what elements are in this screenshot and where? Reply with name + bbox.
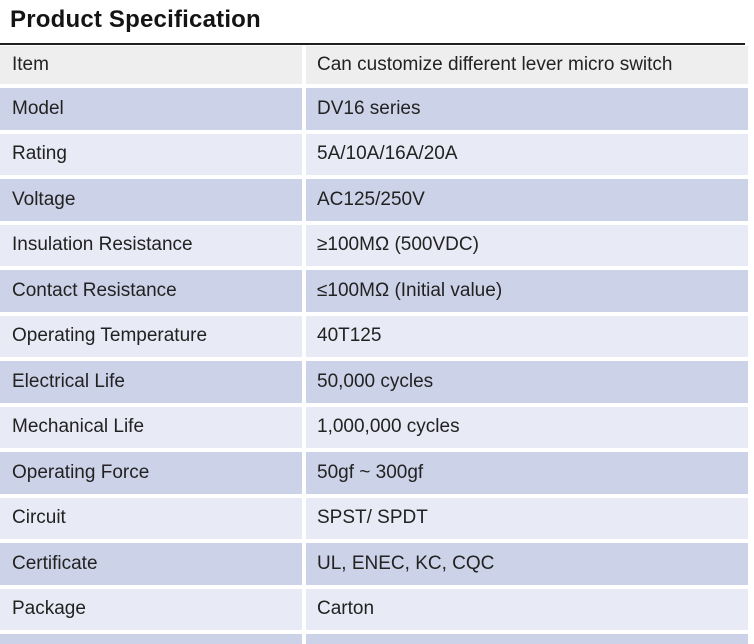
table-row: Rating 5A/10A/16A/20A	[0, 133, 748, 175]
spec-label: Operating Force	[0, 452, 302, 494]
table-row: Circuit SPST/ SPDT	[0, 497, 748, 539]
spec-label: Item	[0, 46, 302, 84]
table-row-cutoff	[0, 634, 748, 644]
spec-label: Operating Temperature	[0, 315, 302, 357]
spec-value: 50,000 cycles	[306, 361, 748, 403]
spec-value: 50gf ~ 300gf	[306, 452, 748, 494]
page-title: Product Specification	[10, 6, 261, 33]
spec-value: UL, ENEC, KC, CQC	[306, 543, 748, 585]
spec-label: Insulation Resistance	[0, 224, 302, 266]
spec-value: ≥100MΩ (500VDC)	[306, 224, 748, 266]
table-row: Mechanical Life 1,000,000 cycles	[0, 406, 748, 448]
table-row: Certificate UL, ENEC, KC, CQC	[0, 543, 748, 585]
table-row: Voltage AC125/250V	[0, 179, 748, 221]
spec-value: Carton	[306, 588, 748, 630]
table-row: Item Can customize different lever micro…	[0, 46, 748, 84]
table-row: Insulation Resistance ≥100MΩ (500VDC)	[0, 224, 748, 266]
spec-value: DV16 series	[306, 88, 748, 130]
spec-label: Model	[0, 88, 302, 130]
table-row: Model DV16 series	[0, 88, 748, 130]
spec-value: 40T125	[306, 315, 748, 357]
table-row: Contact Resistance ≤100MΩ (Initial value…	[0, 270, 748, 312]
spec-label: Mechanical Life	[0, 406, 302, 448]
spec-value: Can customize different lever micro swit…	[306, 46, 748, 84]
table-row: Operating Temperature 40T125	[0, 315, 748, 357]
spec-label	[0, 634, 302, 644]
spec-value	[306, 634, 748, 644]
spec-value: 5A/10A/16A/20A	[306, 133, 748, 175]
title-divider	[0, 43, 745, 45]
spec-label: Electrical Life	[0, 361, 302, 403]
page: Product Specification Item Can customize…	[0, 5, 754, 644]
table-row: Electrical Life 50,000 cycles	[0, 361, 748, 403]
spec-value: 1,000,000 cycles	[306, 406, 748, 448]
spec-value: SPST/ SPDT	[306, 497, 748, 539]
spec-label: Certificate	[0, 543, 302, 585]
spec-label: Rating	[0, 133, 302, 175]
spec-label: Contact Resistance	[0, 270, 302, 312]
spec-table: Item Can customize different lever micro…	[0, 46, 748, 644]
spec-value: AC125/250V	[306, 179, 748, 221]
table-row: Operating Force 50gf ~ 300gf	[0, 452, 748, 494]
spec-label: Package	[0, 588, 302, 630]
spec-value: ≤100MΩ (Initial value)	[306, 270, 748, 312]
spec-label: Voltage	[0, 179, 302, 221]
spec-label: Circuit	[0, 497, 302, 539]
table-row: Package Carton	[0, 588, 748, 630]
